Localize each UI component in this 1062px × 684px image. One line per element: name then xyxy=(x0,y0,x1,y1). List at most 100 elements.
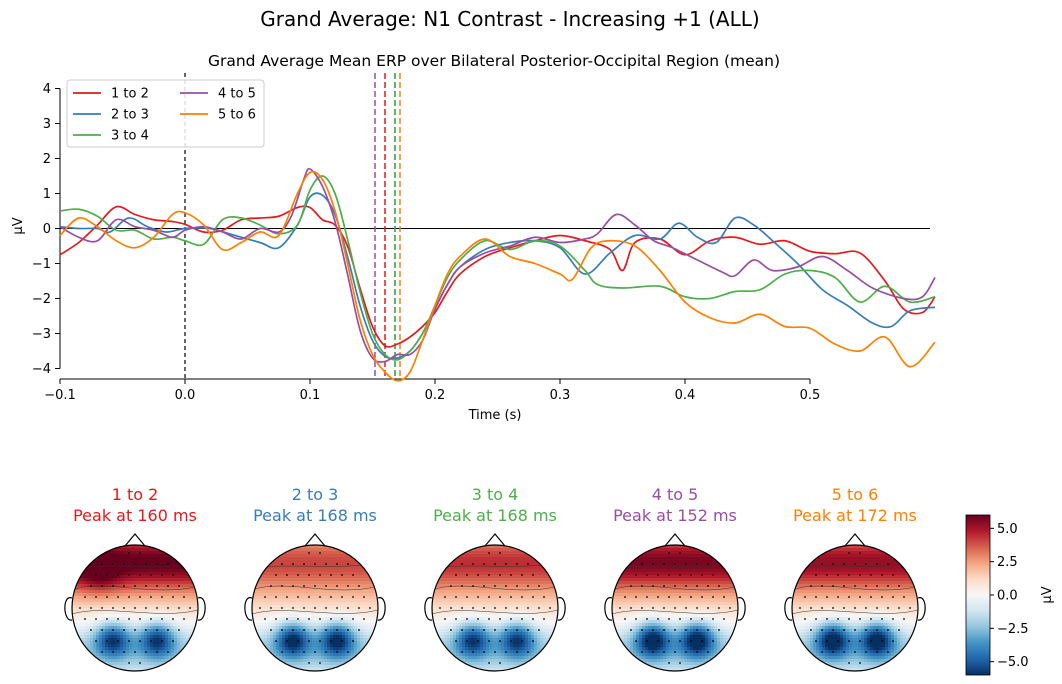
topomap-cell xyxy=(84,662,88,666)
topomap-cell xyxy=(339,617,343,621)
topomap-cell xyxy=(462,560,466,564)
topomap-cell xyxy=(303,590,307,594)
topomap-cell xyxy=(123,554,127,558)
topomap-cell xyxy=(84,587,88,591)
topomap-cell xyxy=(189,590,193,594)
topomap-cell xyxy=(105,581,109,585)
topomap-cell xyxy=(153,590,157,594)
topomap-cell xyxy=(507,599,511,603)
topomap-cell xyxy=(447,584,451,588)
topomap-cell xyxy=(441,563,445,567)
topomap-cell xyxy=(342,593,346,597)
topomap-cell xyxy=(528,605,532,609)
topomap-cell xyxy=(84,623,88,627)
topomap-cell xyxy=(471,572,475,576)
topomap-cell xyxy=(504,566,508,570)
topomap-cell xyxy=(174,620,178,624)
topomap-cell xyxy=(552,563,556,567)
topomap-cell xyxy=(132,635,136,639)
topomap-cell xyxy=(174,647,178,651)
topomap-cell xyxy=(120,662,124,666)
topomap-cell xyxy=(375,644,378,648)
topomap-cell xyxy=(330,641,334,645)
topomap-cell xyxy=(126,590,130,594)
topomap-cell xyxy=(255,650,259,654)
sensor-dot xyxy=(352,640,354,642)
topomap-cell xyxy=(357,566,361,570)
topomap-cell xyxy=(189,581,193,585)
topomap-cell xyxy=(528,551,532,555)
topomap-cell xyxy=(189,569,193,573)
topomap-cell xyxy=(273,641,277,645)
topomap-cell xyxy=(540,596,544,600)
topomap-cell xyxy=(114,551,118,555)
topomap-cell xyxy=(147,611,151,615)
sensor-dot xyxy=(145,585,147,587)
topomap-cell xyxy=(264,572,268,576)
topomap-cell xyxy=(459,545,463,549)
topomap-cell xyxy=(438,548,442,552)
topomap-cell xyxy=(291,662,295,666)
topomap-cell xyxy=(87,611,91,615)
sensor-dot xyxy=(303,607,305,609)
topomap-cell xyxy=(156,599,160,603)
topomap-cell xyxy=(504,599,508,603)
topomap-cell xyxy=(375,596,378,600)
topomap-cell xyxy=(513,617,517,621)
topomap-cell xyxy=(135,614,139,618)
topomap-cell xyxy=(372,662,376,666)
topomap-cell xyxy=(492,545,496,549)
topomap-cell xyxy=(363,641,367,645)
topomap-cell xyxy=(318,605,322,609)
topomap-cell xyxy=(252,635,256,639)
topomap-cell xyxy=(159,647,163,651)
topomap-cell xyxy=(309,578,313,582)
topomap-cell xyxy=(315,629,319,633)
topomap-cell xyxy=(459,620,463,624)
topomap-cell xyxy=(312,620,316,624)
topomap-cell xyxy=(483,578,487,582)
topomap-cell xyxy=(471,626,475,630)
topomap-cell xyxy=(192,623,196,627)
topomap-cell xyxy=(471,614,475,618)
topomap-cell xyxy=(168,560,172,564)
sensor-dot xyxy=(319,574,321,576)
topomap-cell xyxy=(138,548,142,552)
topomap-cell xyxy=(105,563,109,567)
topomap-cell xyxy=(327,626,331,630)
topomap-cell xyxy=(357,656,361,660)
topomap-cell xyxy=(81,608,85,612)
topomap-cell xyxy=(303,596,307,600)
sensor-dot xyxy=(308,662,310,664)
topomap-cell xyxy=(519,572,523,576)
topomap-cell xyxy=(279,566,283,570)
topomap-cell xyxy=(495,584,499,588)
topomap-cell xyxy=(456,620,460,624)
topomap-cell xyxy=(522,590,526,594)
topomap-cell xyxy=(351,578,355,582)
topomap-cell xyxy=(372,656,376,660)
topomap-cell xyxy=(90,665,94,669)
topomap-cell xyxy=(498,575,502,579)
topomap-cell xyxy=(303,626,307,630)
topomap-cell xyxy=(108,599,112,603)
topomap-cell xyxy=(165,584,169,588)
topomap-cell xyxy=(129,548,133,552)
topomap-cell xyxy=(450,587,454,591)
topomap-cell xyxy=(162,647,166,651)
sensor-dot xyxy=(330,640,332,642)
topomap-cell xyxy=(285,554,289,558)
topomap-cell xyxy=(537,605,541,609)
topomap-cell xyxy=(282,620,286,624)
topomap-cell xyxy=(318,653,322,657)
topomap-cell xyxy=(438,551,442,555)
topomap-cell xyxy=(291,641,295,645)
topomap-cell xyxy=(303,614,307,618)
topomap-cell xyxy=(168,569,172,573)
topomap-cell xyxy=(138,614,142,618)
topomap-cell xyxy=(120,626,124,630)
topomap-cell xyxy=(372,608,376,612)
topomap-cell xyxy=(300,644,304,648)
topomap-cell xyxy=(189,611,193,615)
topomap-cell xyxy=(144,557,148,561)
